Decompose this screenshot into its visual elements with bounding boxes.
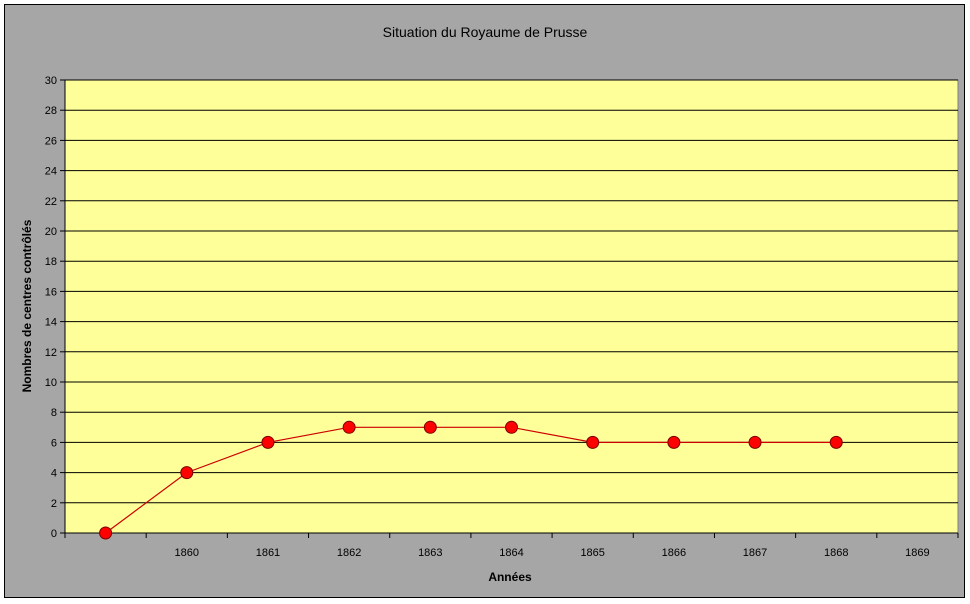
y-tick-label: 22 [45,196,57,208]
data-point [505,420,518,434]
x-tick-label: 1867 [743,547,767,559]
y-tick-label: 30 [45,75,57,87]
x-tick-label: 1865 [580,547,604,559]
x-tick-label: 1861 [256,547,280,559]
y-axis-label: Nombres de centres contrôlés [20,219,34,392]
series-line [105,426,837,534]
series-line-path [105,426,837,534]
y-tick-label: 14 [45,317,57,329]
data-point [180,466,194,480]
chart-frame: Situation du Royaume de Prusse 0 2 4 6 8 10 12… [4,4,965,598]
x-tick-label: 1862 [337,547,361,559]
data-points [99,420,843,540]
y-tick-label: 18 [45,256,57,268]
data-point [261,435,275,449]
y-tick-label: 16 [45,286,57,298]
data-point [748,435,762,449]
axes [60,79,959,538]
y-tick-label: 12 [45,347,57,359]
y-tick-label: 2 [51,498,57,510]
y-tick-label: 26 [45,135,57,147]
y-tick-label: 0 [51,528,57,540]
chart-title: Situation du Royaume de Prusse [383,24,588,40]
data-point [586,435,600,449]
x-axis-label: Années [488,570,532,584]
x-axis-tick-labels: 1860 1861 1862 1863 1864 1865 1866 1867 1868 1869 [175,547,930,559]
y-tick-label: 10 [45,377,57,389]
data-point [423,420,437,434]
data-point [667,435,681,449]
x-tick-label: 1863 [418,547,442,559]
line-chart: Situation du Royaume de Prusse 024681012… [20,24,959,584]
data-point [342,420,356,434]
gridlines [65,79,958,504]
y-tick-label: 6 [51,437,57,449]
y-tick-label: 24 [45,166,57,178]
y-tick-label: 28 [45,105,57,117]
plot-area [64,79,959,534]
y-tick-label: 8 [51,407,57,419]
x-tick-label: 1860 [175,547,199,559]
x-tick-label: 1866 [662,547,686,559]
x-tick-label: 1868 [824,547,848,559]
x-tick-label: 1864 [499,547,523,559]
y-tick-label: 20 [45,226,57,238]
data-point [829,435,843,449]
y-tick-label: 4 [51,468,57,480]
x-tick-label: 1869 [905,547,929,559]
data-point [99,526,113,540]
